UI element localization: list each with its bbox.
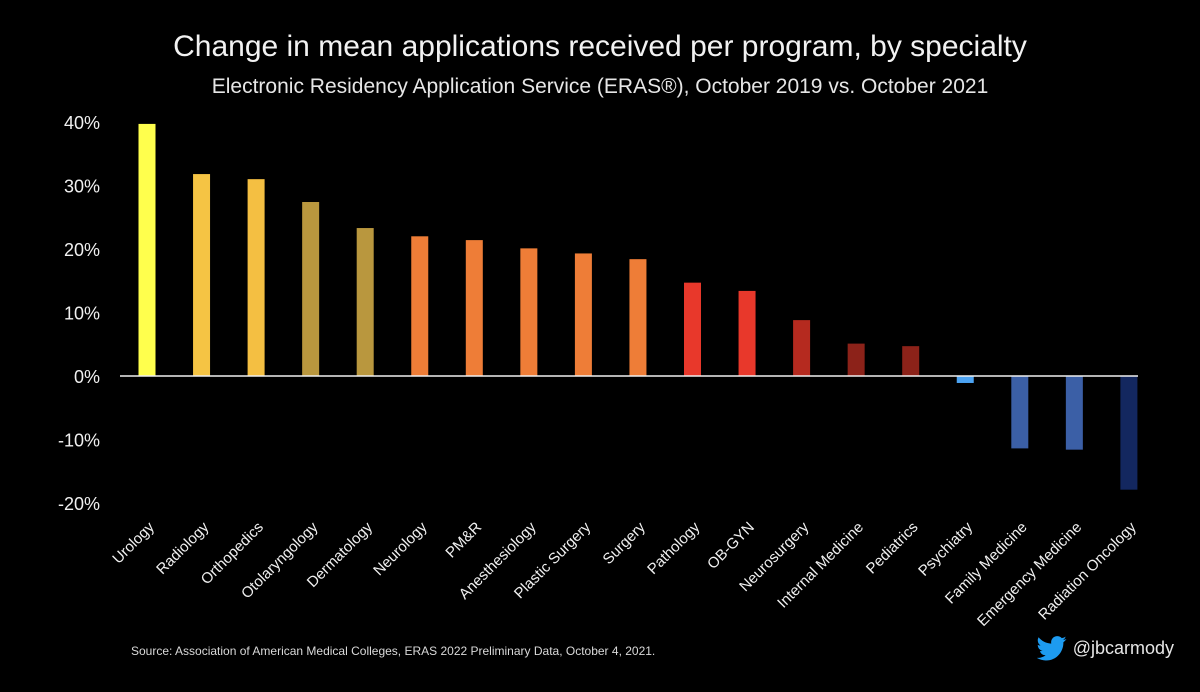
x-tick-label: Neurology — [370, 518, 431, 579]
bar — [520, 248, 538, 376]
y-tick-label: 0% — [74, 367, 100, 387]
y-tick-label: -20% — [58, 494, 100, 514]
x-tick-label: Pathology — [644, 518, 704, 578]
bar — [793, 320, 811, 376]
x-tick-label: Pediatrics — [863, 519, 922, 578]
bar — [356, 228, 374, 376]
bar — [302, 202, 320, 376]
chart-title: Change in mean applications received per… — [173, 30, 1027, 63]
y-tick-label: -10% — [58, 431, 100, 451]
bar — [247, 179, 265, 376]
bar — [738, 290, 756, 376]
x-tick-label: PM&R — [442, 519, 485, 562]
x-tick-label: Surgery — [600, 518, 650, 568]
handle-text: @jbcarmody — [1072, 638, 1174, 658]
x-tick-label: Emergency Medicine — [974, 519, 1085, 630]
y-tick-label: 30% — [64, 177, 100, 197]
source-note: Source: Association of American Medical … — [131, 644, 656, 658]
bar — [1065, 376, 1083, 450]
bar — [956, 376, 974, 383]
y-tick-label: 10% — [64, 304, 100, 324]
chart-subtitle: Electronic Residency Application Service… — [211, 75, 989, 98]
bar — [193, 174, 211, 376]
x-tick-label: Urology — [109, 518, 158, 567]
bar — [138, 123, 156, 376]
bar — [411, 236, 429, 376]
bar — [684, 282, 701, 376]
x-tick-label: Radiation Oncology — [1035, 518, 1140, 623]
bar — [902, 346, 920, 376]
y-tick-label: 40% — [64, 113, 100, 133]
bar — [574, 253, 592, 376]
bar — [465, 240, 483, 376]
bar — [1120, 376, 1138, 490]
y-tick-label: 20% — [64, 240, 100, 260]
bar — [847, 343, 865, 376]
twitter-bird-icon — [1036, 636, 1067, 661]
twitter-handle: @jbcarmody — [1036, 636, 1174, 661]
bar — [629, 259, 647, 376]
x-tick-label: OB-GYN — [704, 519, 758, 573]
bar — [1011, 376, 1029, 449]
